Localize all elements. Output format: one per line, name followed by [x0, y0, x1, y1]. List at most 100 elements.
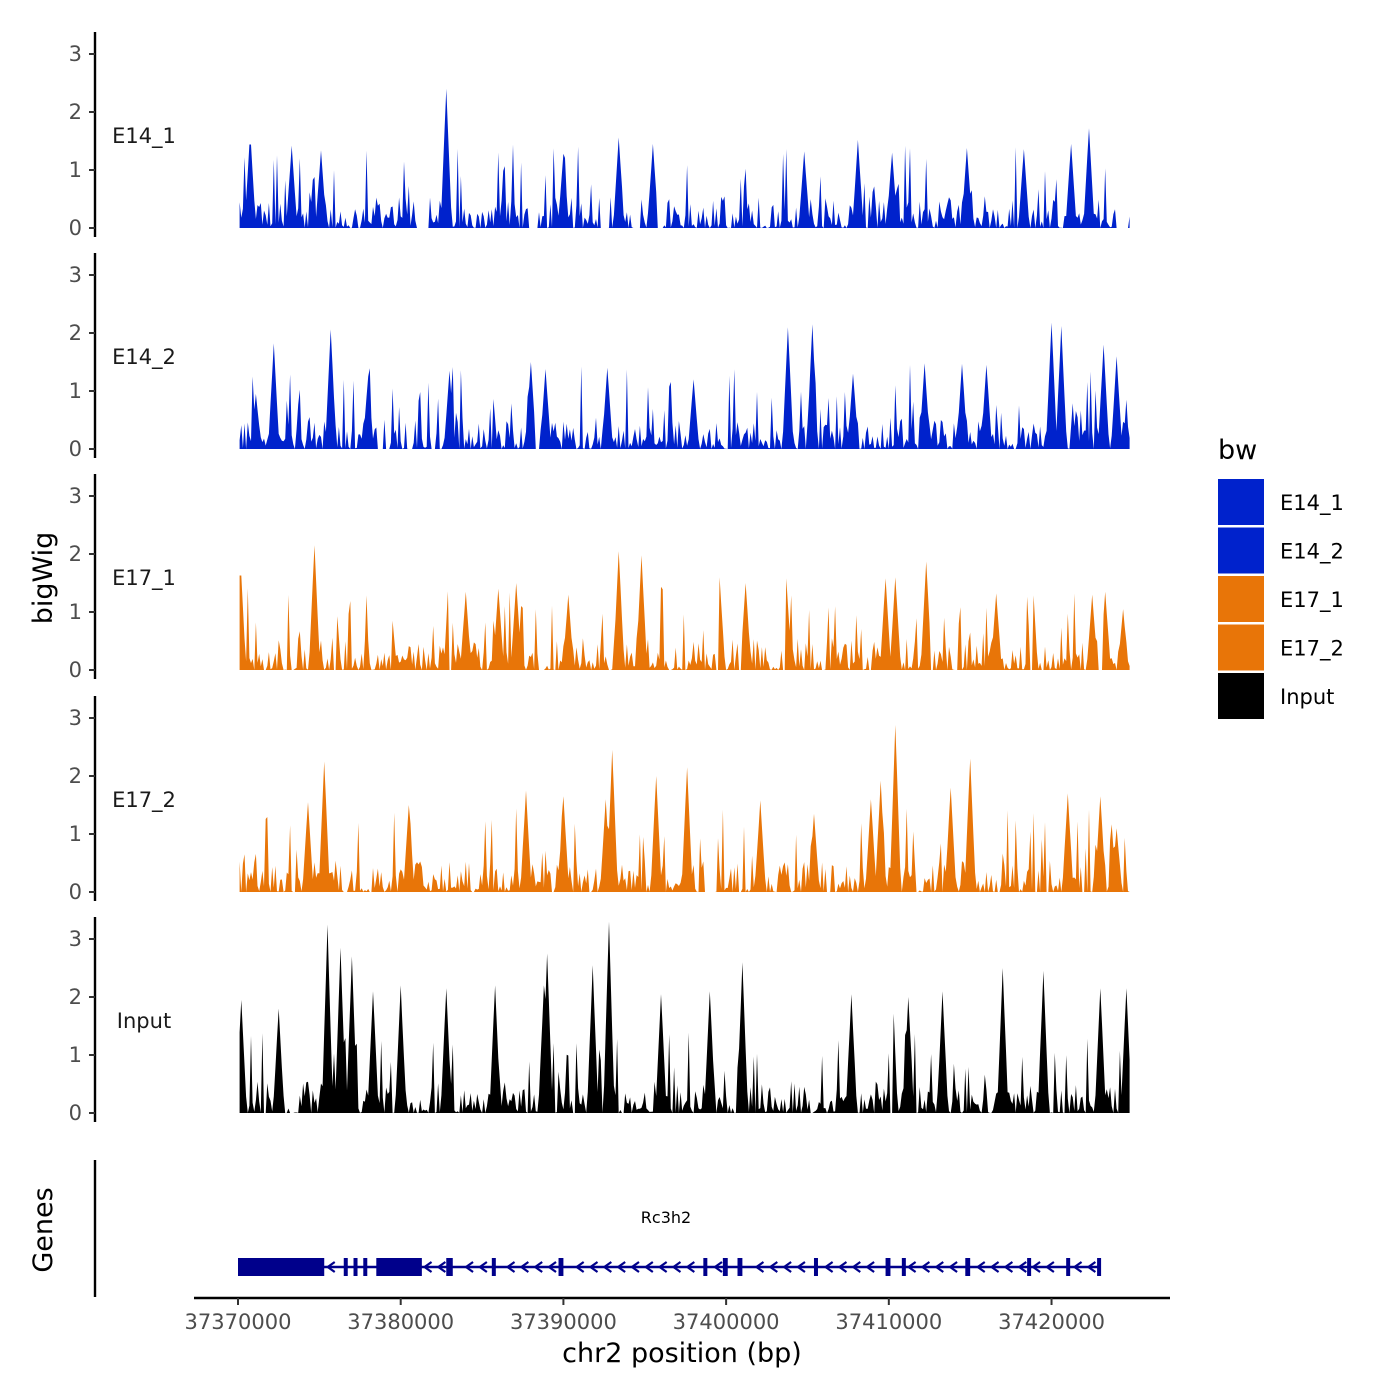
gene-exon	[353, 1258, 358, 1276]
genes-track: Rc3h2	[93, 1160, 1102, 1297]
gene-exon	[376, 1258, 422, 1276]
strand-arrow	[533, 1261, 543, 1273]
y-tick-label: 3	[69, 263, 82, 287]
legend-entry-label: E14_1	[1280, 491, 1344, 516]
strand-arrow	[685, 1261, 695, 1273]
strand-arrow	[657, 1261, 668, 1273]
track-label: E14_2	[112, 345, 176, 370]
legend-swatch	[1218, 576, 1264, 622]
y-tick-label: 1	[69, 1043, 82, 1067]
gene-exon	[737, 1258, 743, 1276]
y-tick-label: 3	[69, 42, 82, 66]
gene-exon	[722, 1258, 728, 1276]
legend-swatch	[1218, 624, 1264, 671]
strand-arrow	[906, 1261, 917, 1273]
strand-arrow	[1045, 1261, 1055, 1273]
strand-arrow	[1086, 1261, 1097, 1273]
strand-arrow	[1003, 1261, 1014, 1273]
y-tick-label: 0	[69, 216, 82, 240]
legend-swatch	[1218, 673, 1264, 719]
y-tick-label: 2	[69, 542, 82, 566]
legend-swatch	[1218, 527, 1264, 574]
y-axis-title: bigWig	[28, 532, 59, 625]
y-tick-label: 0	[69, 658, 82, 682]
y-tick-label: 0	[69, 1101, 82, 1125]
strand-arrow	[616, 1261, 626, 1273]
strand-arrow	[1031, 1261, 1041, 1273]
x-tick-label: 37410000	[835, 1310, 942, 1334]
y-tick-label: 2	[69, 100, 82, 124]
strand-arrow	[519, 1261, 530, 1273]
legend-entry-label: E17_1	[1280, 588, 1344, 613]
gene-name-label: Rc3h2	[641, 1208, 691, 1227]
strand-arrow	[851, 1261, 861, 1273]
genes-axis-title: Genes	[28, 1187, 59, 1272]
strand-arrow	[948, 1261, 958, 1273]
strand-arrow	[505, 1261, 516, 1273]
strand-arrow	[1072, 1261, 1083, 1273]
x-tick-label: 37400000	[673, 1310, 780, 1334]
strand-arrow	[796, 1261, 806, 1273]
signal-area	[239, 88, 1130, 228]
gene-exon	[491, 1258, 496, 1276]
strand-arrow	[837, 1261, 848, 1273]
legend-title: bw	[1218, 435, 1257, 466]
gene-exon	[885, 1258, 891, 1276]
gene-exon	[1066, 1258, 1071, 1276]
strand-arrow	[768, 1261, 778, 1273]
strand-arrow	[671, 1261, 682, 1273]
y-tick-label: 0	[69, 437, 82, 461]
strand-arrow	[713, 1261, 723, 1273]
strand-arrow	[630, 1261, 640, 1273]
strand-arrow	[325, 1261, 336, 1273]
y-tick-label: 1	[69, 379, 82, 403]
gene-exon	[1027, 1258, 1032, 1276]
gene-exon	[343, 1258, 348, 1276]
strand-arrow	[920, 1261, 931, 1273]
track-label: E14_1	[112, 124, 176, 149]
legend-swatch	[1218, 479, 1264, 525]
y-tick-label: 0	[69, 880, 82, 904]
x-tick-label: 37390000	[510, 1310, 617, 1334]
x-tick-label: 37370000	[185, 1310, 292, 1334]
y-tick-label: 3	[69, 484, 82, 508]
gene-exon	[446, 1258, 453, 1276]
gene-exon	[965, 1258, 971, 1276]
strand-arrow	[422, 1261, 433, 1273]
strand-arrow	[934, 1261, 944, 1273]
signal-area	[239, 545, 1130, 670]
track-e17-1: 0 1 2 3 E17_1	[69, 474, 1130, 682]
strand-arrow	[547, 1261, 557, 1273]
bigwig-tracks: 0 1 2 3 E14_1 0 1 2 3 E14_2 0 1 2 3 E17_1 0 1 2 3 E17_2 0 1 2 3…	[69, 32, 1130, 1125]
y-tick-label: 2	[69, 985, 82, 1009]
strand-arrow	[1017, 1261, 1027, 1273]
y-tick-label: 3	[69, 927, 82, 951]
strand-arrow	[823, 1261, 834, 1273]
strand-arrow	[477, 1261, 488, 1273]
gene-exon	[558, 1258, 564, 1276]
gene-exon	[703, 1258, 708, 1276]
legend: bw E14_1 E14_2 E17_1 E17_2 Input	[1218, 435, 1344, 719]
strand-arrow	[588, 1261, 599, 1273]
track-label: E17_1	[112, 566, 176, 591]
track-label: Input	[117, 1009, 171, 1033]
track-e14-1: 0 1 2 3 E14_1	[69, 32, 1130, 240]
track-input: 0 1 2 3 Input	[69, 917, 1130, 1125]
strand-arrow	[643, 1261, 654, 1273]
signal-area	[239, 921, 1130, 1113]
track-label: E17_2	[112, 788, 176, 813]
track-e17-2: 0 1 2 3 E17_2	[69, 696, 1130, 904]
strand-arrow	[975, 1261, 986, 1273]
y-tick-label: 2	[69, 321, 82, 345]
strand-arrow	[865, 1261, 875, 1273]
gene-exon	[238, 1258, 325, 1276]
gene-exon	[901, 1258, 906, 1276]
y-tick-label: 2	[69, 764, 82, 788]
y-tick-label: 1	[69, 600, 82, 624]
x-tick-label: 37380000	[347, 1310, 454, 1334]
legend-entry-label: E17_2	[1280, 637, 1344, 662]
y-tick-label: 1	[69, 158, 82, 182]
gene-exon	[813, 1258, 818, 1276]
x-axis: 37370000 37380000 37390000 37400000 37410000…	[185, 1296, 1170, 1334]
strand-arrow	[602, 1261, 612, 1273]
